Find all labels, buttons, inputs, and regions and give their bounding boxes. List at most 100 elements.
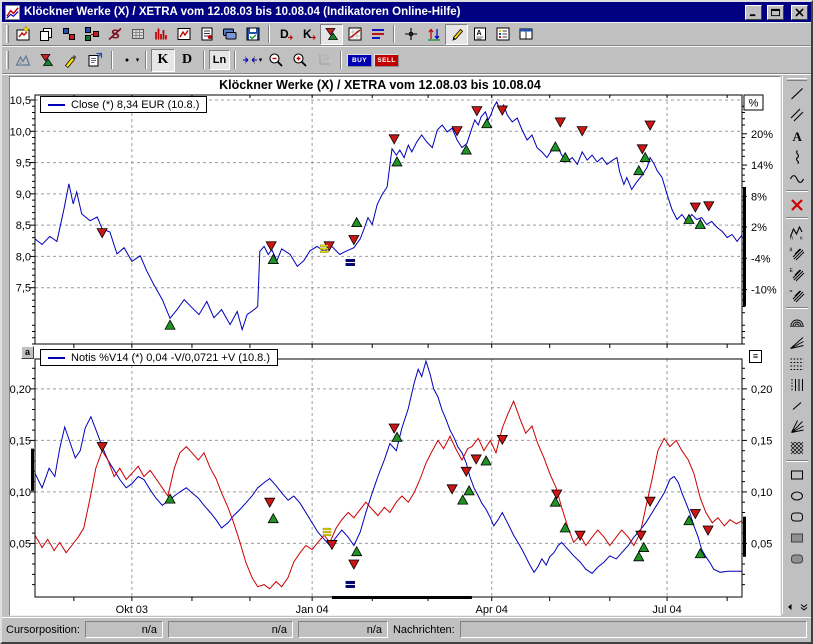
vertical-wave-icon <box>789 149 805 165</box>
flag-annotation <box>320 245 328 247</box>
detach-d-button[interactable]: D <box>274 24 297 45</box>
text-note-icon: A <box>472 26 488 42</box>
sidebar-scroll-arrows <box>784 601 809 614</box>
report-button[interactable] <box>195 24 218 45</box>
text-note-button[interactable]: A <box>468 24 491 45</box>
short-line-tool-button[interactable] <box>784 395 809 416</box>
svg-text:2%: 2% <box>751 222 767 234</box>
report-icon <box>199 26 215 42</box>
scale-arrows-button[interactable] <box>422 24 445 45</box>
axis-range-bar <box>743 517 746 557</box>
parallel-lines-tool-button[interactable] <box>784 104 809 125</box>
mountain-view-button[interactable] <box>11 49 35 72</box>
data-table-button[interactable] <box>126 24 149 45</box>
toolbar-grip <box>6 25 9 43</box>
trade-signals-button[interactable] <box>320 24 343 45</box>
svg-text:9,5: 9,5 <box>16 158 31 170</box>
sell-button[interactable]: SELL <box>374 54 399 67</box>
tile-windows-icon <box>61 26 77 42</box>
svg-text:ä: ä <box>789 247 792 253</box>
filled-rounded-rectangle-tool-button[interactable] <box>784 548 809 569</box>
no-splits-button[interactable]: S <box>103 24 126 45</box>
draw-pencil-button[interactable] <box>445 24 468 45</box>
close-button[interactable] <box>791 5 808 20</box>
svg-text:-4%: -4% <box>751 253 771 265</box>
arcs-tool-button[interactable] <box>784 311 809 332</box>
fib-retracement-tool-button[interactable] <box>784 353 809 374</box>
hatch-e-tool-button[interactable]: E <box>784 263 809 284</box>
buy-button[interactable]: BUY <box>347 54 372 67</box>
indicator-pane: 0,200,150,100,050,200,150,100,05 <box>10 359 772 601</box>
hatch-a-tool-button[interactable]: ä <box>784 242 809 263</box>
x-axis-label: Jul 04 <box>652 604 681 616</box>
tile-windows-button[interactable] <box>57 24 80 45</box>
vertical-wave-tool-button[interactable] <box>784 146 809 167</box>
maximize-button[interactable] <box>767 5 784 20</box>
depot-mode-button[interactable]: D <box>175 49 199 72</box>
kurs-mode-button[interactable]: K <box>151 49 175 72</box>
pane-menu-button[interactable]: ≡ <box>749 350 762 363</box>
marker-pen-button[interactable] <box>59 49 83 72</box>
svg-text:0,10: 0,10 <box>751 487 772 499</box>
save-chart-button[interactable] <box>241 24 264 45</box>
line-width-button[interactable]: ▾ <box>117 49 141 72</box>
window-title: Klöckner Werke (X) / XETRA vom 12.08.03 … <box>24 6 740 18</box>
buy-sell-signals-button[interactable] <box>35 49 59 72</box>
annotation-button[interactable]: a <box>21 346 34 359</box>
svg-text:R: R <box>790 235 794 240</box>
angle-fan-tool-button[interactable] <box>784 416 809 437</box>
vertical-lines-tool-button[interactable] <box>784 374 809 395</box>
zigzag-tool-button[interactable]: RK <box>784 221 809 242</box>
hatch-grid-tool-button[interactable]: = <box>784 284 809 305</box>
crosshair-button[interactable] <box>399 24 422 45</box>
histogram-button[interactable] <box>149 24 172 45</box>
trend-line-tool-button[interactable] <box>784 83 809 104</box>
copy-window-button[interactable] <box>34 24 57 45</box>
svg-text:0,20: 0,20 <box>751 384 772 396</box>
scroll-down-button[interactable] <box>798 601 809 612</box>
chevron-down-icon[interactable]: ▾ <box>259 57 263 64</box>
fan-lines-icon <box>789 335 805 351</box>
rounded-rectangle-tool-button[interactable] <box>784 506 809 527</box>
h-compress-button[interactable]: ▾ <box>240 49 264 72</box>
sell-markers <box>97 424 713 569</box>
chart-area[interactable]: Klöckner Werke (X) / XETRA vom 12.08.03 … <box>9 76 781 616</box>
wave-tool-button[interactable] <box>784 167 809 188</box>
zoom-in-button[interactable] <box>288 49 312 72</box>
equals-annotation <box>346 585 355 588</box>
ellipse-tool-button[interactable] <box>784 485 809 506</box>
rectangle-tool-button[interactable] <box>784 464 809 485</box>
text-tool-button[interactable]: A <box>784 125 809 146</box>
detach-k-button[interactable]: K <box>297 24 320 45</box>
properties-button[interactable] <box>83 49 107 72</box>
delete-drawing-tool-button[interactable] <box>784 194 809 215</box>
sell-label: SELL <box>377 57 395 64</box>
new-chart-icon <box>15 26 31 42</box>
rounded-rectangle-icon <box>789 509 805 525</box>
ellipse-icon <box>789 488 805 504</box>
depot-mode-label: D <box>182 52 192 68</box>
filled-rectangle-tool-button[interactable] <box>784 527 809 548</box>
cascade-windows-button[interactable] <box>80 24 103 45</box>
axis-range-bar <box>31 449 34 491</box>
fan-lines-tool-button[interactable] <box>784 332 809 353</box>
line-chart-button[interactable] <box>172 24 195 45</box>
chart-stack-button[interactable] <box>218 24 241 45</box>
delete-drawing-icon <box>789 197 805 213</box>
minimize-button[interactable] <box>745 5 762 20</box>
legend-list-button[interactable] <box>491 24 514 45</box>
chevron-down-icon[interactable]: ▾ <box>136 57 140 64</box>
chart-grid-button[interactable] <box>343 24 366 45</box>
window-layout-button[interactable] <box>514 24 537 45</box>
chart-canvas[interactable]: 10,510,09,59,08,58,07,520%14%8%2%-4%-10%… <box>10 77 782 617</box>
indicator-lines-button[interactable] <box>366 24 389 45</box>
scroll-left-button[interactable] <box>784 601 795 612</box>
copy-window-icon <box>38 26 54 42</box>
scale-arrows-icon <box>426 26 442 42</box>
zoom-out-button[interactable] <box>264 49 288 72</box>
crosshatch-tool-button[interactable] <box>784 437 809 458</box>
title-bar[interactable]: Klöckner Werke (X) / XETRA vom 12.08.03 … <box>2 2 811 22</box>
log-scale-button[interactable]: Ln <box>209 50 230 70</box>
new-chart-button[interactable] <box>11 24 34 45</box>
zoom-out-icon <box>268 52 284 68</box>
